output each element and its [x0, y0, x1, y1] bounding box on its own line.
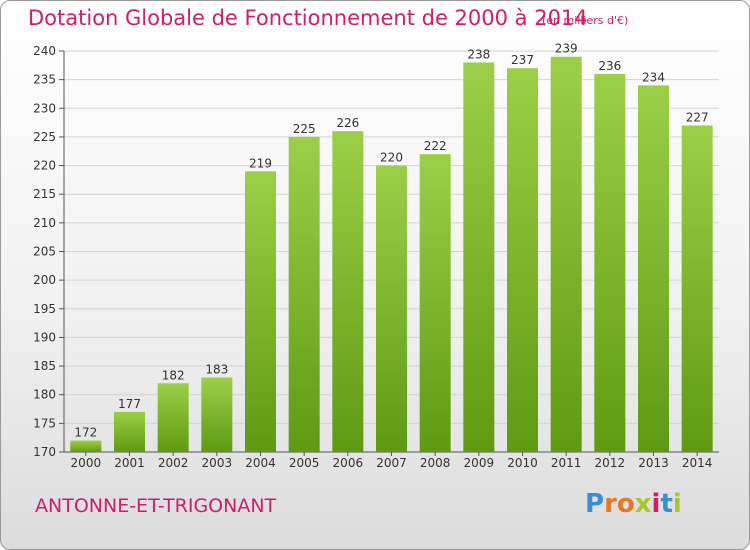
- y-tick-label: 190: [33, 330, 56, 344]
- y-tick-label: 185: [33, 359, 56, 373]
- x-tick-label: 2003: [202, 456, 233, 470]
- bar-2011: [550, 56, 582, 452]
- y-tick-label: 230: [33, 101, 56, 115]
- y-tick-label: 225: [33, 130, 56, 144]
- y-tick-label: 195: [33, 302, 56, 316]
- value-label: 238: [467, 47, 490, 61]
- bar-2004: [245, 171, 276, 453]
- bar-2006: [332, 131, 364, 452]
- x-tick-label: 2006: [333, 456, 364, 470]
- x-tick-label: 2011: [551, 456, 582, 470]
- bar-2009: [463, 62, 495, 452]
- chart-title: Dotation Globale de Fonctionnement de 20…: [28, 6, 588, 30]
- y-tick-label: 220: [33, 159, 56, 173]
- y-tick-label: 175: [33, 416, 56, 430]
- logo-letter: i: [651, 489, 661, 519]
- bar-2001: [114, 411, 145, 452]
- x-tick-label: 2000: [71, 456, 102, 470]
- logo-letter: x: [634, 489, 652, 519]
- bar-2014: [681, 125, 713, 452]
- logo-letter: r: [604, 489, 617, 519]
- y-tick-label: 180: [33, 388, 56, 402]
- bar-2008: [419, 154, 451, 452]
- y-tick-label: 240: [33, 44, 56, 58]
- y-tick-label: 215: [33, 187, 56, 201]
- y-tick-label: 210: [33, 216, 56, 230]
- logo-letter: P: [585, 489, 605, 519]
- bar-2012: [594, 73, 626, 453]
- logo-letter: i: [672, 489, 682, 519]
- logo-letter: o: [616, 489, 635, 519]
- y-tick-label: 170: [33, 445, 56, 459]
- value-label: 177: [118, 397, 141, 411]
- bar-2002: [157, 383, 189, 452]
- value-label: 226: [336, 116, 359, 130]
- value-label: 220: [380, 151, 403, 165]
- x-tick-label: 2001: [114, 456, 145, 470]
- x-tick-label: 2008: [420, 456, 451, 470]
- value-label: 236: [598, 59, 621, 73]
- value-label: 182: [162, 368, 185, 382]
- x-tick-label: 2007: [376, 456, 407, 470]
- y-tick-label: 205: [33, 245, 56, 259]
- logo-letter: t: [660, 489, 673, 519]
- value-label: 225: [293, 122, 316, 136]
- y-tick-label: 235: [33, 73, 56, 87]
- proxiti-logo: Proxiti: [585, 489, 682, 519]
- value-label: 222: [424, 139, 447, 153]
- x-tick-label: 2014: [682, 456, 713, 470]
- value-label: 219: [249, 156, 272, 170]
- value-label: 237: [511, 53, 534, 67]
- value-label: 234: [642, 70, 665, 84]
- x-tick-label: 2004: [245, 456, 276, 470]
- bar-2010: [507, 68, 538, 452]
- bar-2007: [376, 165, 407, 453]
- commune-name: ANTONNE-ET-TRIGONANT: [35, 495, 277, 517]
- bar-2000: [70, 440, 102, 452]
- value-label: 239: [555, 42, 578, 56]
- axes: 170 175 180 185 190 195 200 205 210 215 220 225 230 2…: [33, 44, 719, 470]
- x-tick-label: 2009: [464, 456, 495, 470]
- value-labels: 172 177 182 183 219 225 226 220 222 238 237 239 236 2…: [74, 42, 708, 440]
- value-label: 227: [686, 110, 709, 124]
- x-tick-label: 2010: [507, 456, 538, 470]
- bar-2003: [201, 377, 233, 452]
- bar-2013: [638, 85, 669, 452]
- y-tick-label: 200: [33, 273, 56, 287]
- x-tick-label: 2005: [289, 456, 320, 470]
- x-tick-label: 2013: [638, 456, 669, 470]
- value-label: 183: [205, 363, 228, 377]
- x-tick-label: 2002: [158, 456, 189, 470]
- bars: [70, 56, 713, 453]
- chart-subtitle: (en milliers d'€): [542, 14, 629, 27]
- bar-2005: [288, 136, 320, 452]
- x-tick-label: 2012: [595, 456, 626, 470]
- value-label: 172: [74, 426, 97, 440]
